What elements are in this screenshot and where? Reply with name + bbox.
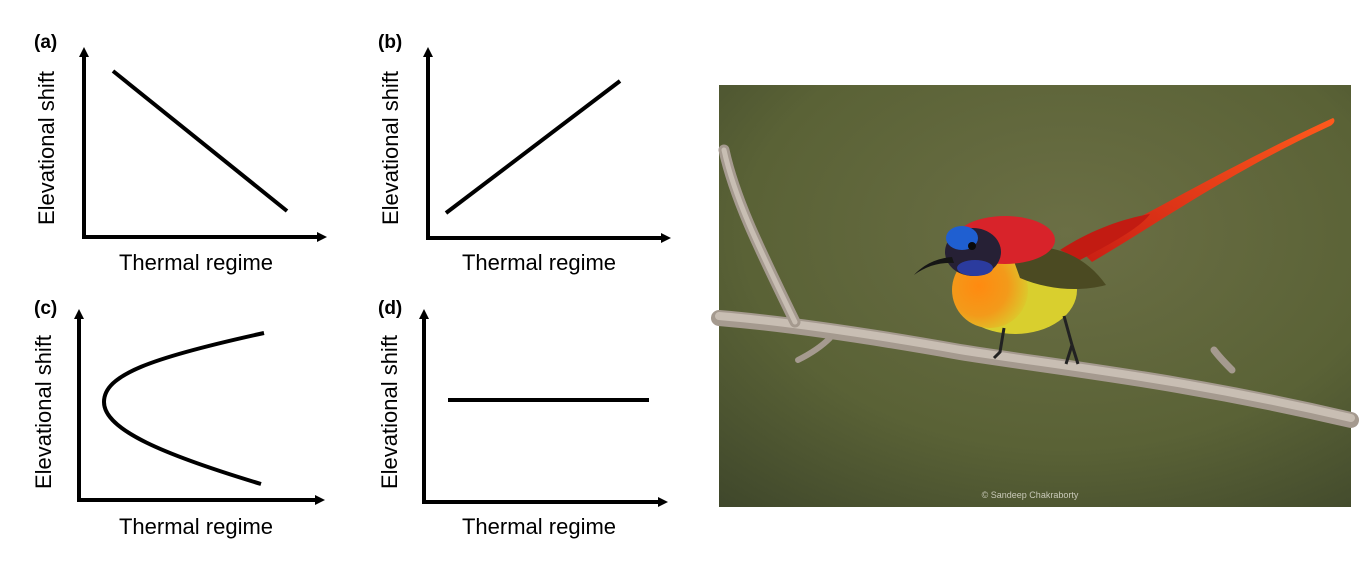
panel-b-ylabel: Elevational shift: [378, 71, 403, 225]
panel-b: (b) Elevational shift Thermal regime: [378, 32, 671, 275]
panel-c-curve: [101, 331, 265, 486]
panel-a-label: (a): [34, 32, 57, 53]
bird-throat: [957, 260, 993, 276]
panel-a-xlabel: Thermal regime: [119, 250, 273, 275]
panel-d-xlabel: Thermal regime: [462, 514, 616, 539]
panel-c-label: (c): [34, 298, 57, 319]
panel-c-ylabel: Elevational shift: [31, 335, 56, 489]
panel-a: (a) Elevational shift Thermal regime: [34, 32, 327, 275]
panel-d-label: (d): [378, 298, 402, 319]
panel-b-curve: [444, 79, 622, 215]
panel-c: (c) Elevational shift Thermal regime: [31, 298, 325, 539]
bird-photo: © Sandeep Chakraborty: [711, 85, 1359, 507]
bird-legs: [992, 315, 1080, 365]
panel-a-ylabel: Elevational shift: [34, 71, 59, 225]
panel-b-label: (b): [378, 32, 402, 53]
branch: [711, 144, 1359, 428]
panel-c-xlabel: Thermal regime: [119, 514, 273, 539]
bird-tail: [1078, 118, 1335, 262]
bird-tail-base: [1060, 214, 1150, 260]
photo-credit: © Sandeep Chakraborty: [982, 490, 1079, 500]
panel-d-ylabel: Elevational shift: [377, 335, 402, 489]
panel-d: (d) Elevational shift Thermal regime: [377, 298, 668, 539]
bird-beak: [914, 257, 954, 275]
panel-a-curve: [111, 69, 289, 213]
bird-eye: [968, 242, 976, 250]
panel-b-xlabel: Thermal regime: [462, 250, 616, 275]
